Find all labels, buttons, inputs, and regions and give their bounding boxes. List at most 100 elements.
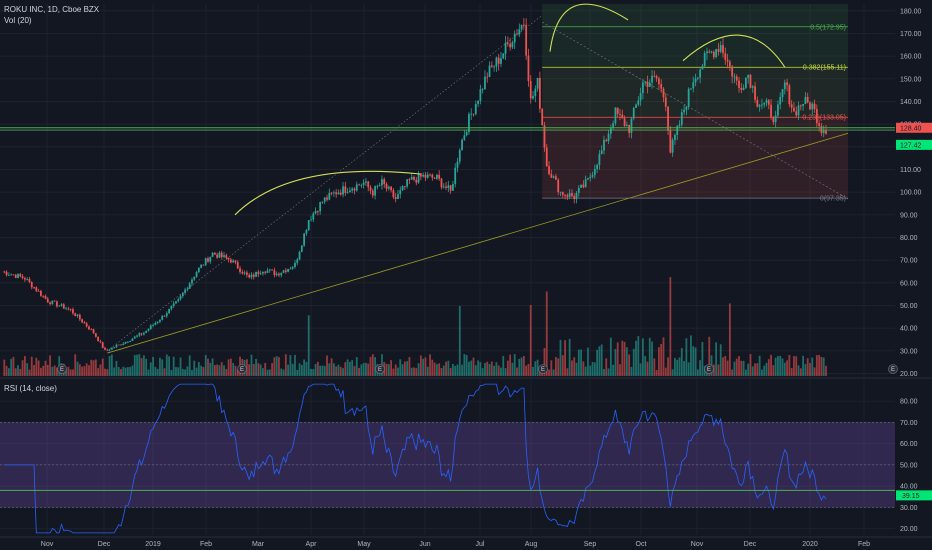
volume-bar [644,356,647,376]
volume-bar [694,347,697,376]
candle-body [14,274,17,278]
candle-body [525,24,528,56]
volume-bar [159,357,161,376]
volume-bar [417,363,420,376]
candle-body [646,81,649,87]
volume-bar [351,360,354,376]
volume-bar [168,356,170,376]
volume-bar [708,336,711,376]
candle-body [818,123,821,127]
symbol-legend[interactable]: ROKU INC, 1D, Cboe BZX [4,5,100,14]
volume-bar [619,364,621,376]
volume-bar [120,369,122,376]
volume-bar [628,354,631,376]
candle-body [191,279,193,284]
candle-body [305,230,308,234]
volume-bar [699,360,702,376]
candle-body [401,186,404,191]
volume-bar [438,363,441,376]
candle-body [555,176,557,180]
candle-body [710,51,713,53]
time-tick-label: Jun [419,541,430,548]
volume-bar [493,365,496,376]
candle-body [298,251,301,260]
candle-body [378,185,381,187]
candle-body [609,127,612,134]
volume-bar [131,365,134,376]
volume-bar [76,361,79,376]
candle-body [735,76,738,81]
candle-body [287,268,290,272]
candle-body [76,314,79,316]
last-price-value: 128.40 [900,125,922,132]
candle-body [783,82,786,90]
volume-bar [630,366,633,376]
candle-body [316,210,319,212]
volume-bar [774,357,777,376]
time-tick-label: 2019 [145,541,161,548]
candle-body [456,161,459,168]
volume-bar [403,361,406,376]
volume-bar [220,362,223,376]
volume-bar [229,358,232,376]
volume-bar [298,363,301,376]
volume-bar [692,346,695,376]
time-tick-label: Mar [252,541,265,548]
candle-body [774,115,777,123]
candle-body [232,260,235,263]
candle-body [65,308,67,310]
candle-body [152,324,154,326]
candle-body [435,174,438,179]
volume-bar [234,365,237,376]
rsi-value-tag [896,490,932,501]
rsi-legend[interactable]: RSI (14, close) [4,384,57,393]
candle-body [159,319,161,322]
volume-bar [104,368,106,376]
candle-body [278,273,280,276]
volume-bar [195,367,198,376]
volume-legend[interactable]: Vol (20) [4,16,32,25]
candle-body [202,264,205,266]
volume-bar [149,362,152,376]
candle-body [660,84,663,89]
volume-bar [92,360,95,376]
fib-level-label: 0.5(172.95) [810,24,846,31]
volume-bar [40,367,42,376]
volume-bar [170,369,173,376]
candle-body [438,174,441,179]
volume-bar [7,368,10,376]
candle-body [241,272,244,274]
volume-bar [740,360,743,376]
candle-body [344,186,347,193]
candle-body [248,274,251,278]
volume-bar [426,366,429,376]
candle-body [83,322,86,324]
candle-body [761,104,763,106]
volume-bar [465,355,468,376]
volume-bar [101,358,104,376]
volume-bar [250,354,253,376]
candle-body [74,313,77,316]
volume-bar [305,361,308,376]
candle-body [117,344,120,346]
candle-body [820,126,823,134]
volume-bar [747,363,750,376]
fib-zone [542,4,848,68]
candle-body [479,89,482,102]
candle-body [520,24,523,30]
candle-body [369,187,372,191]
candle-body [587,177,589,180]
volume-bar [568,338,571,376]
volume-bar [282,369,285,376]
candle-body [124,341,127,344]
candle-body [433,177,436,179]
candle-body [294,262,296,268]
volume-bar [719,344,722,376]
volume-bar [529,305,532,376]
volume-bar [184,369,187,376]
candle-body [600,150,603,154]
volume-bar [756,363,759,376]
candle-body [273,270,276,276]
candle-body [623,118,626,127]
candle-body [612,123,615,128]
